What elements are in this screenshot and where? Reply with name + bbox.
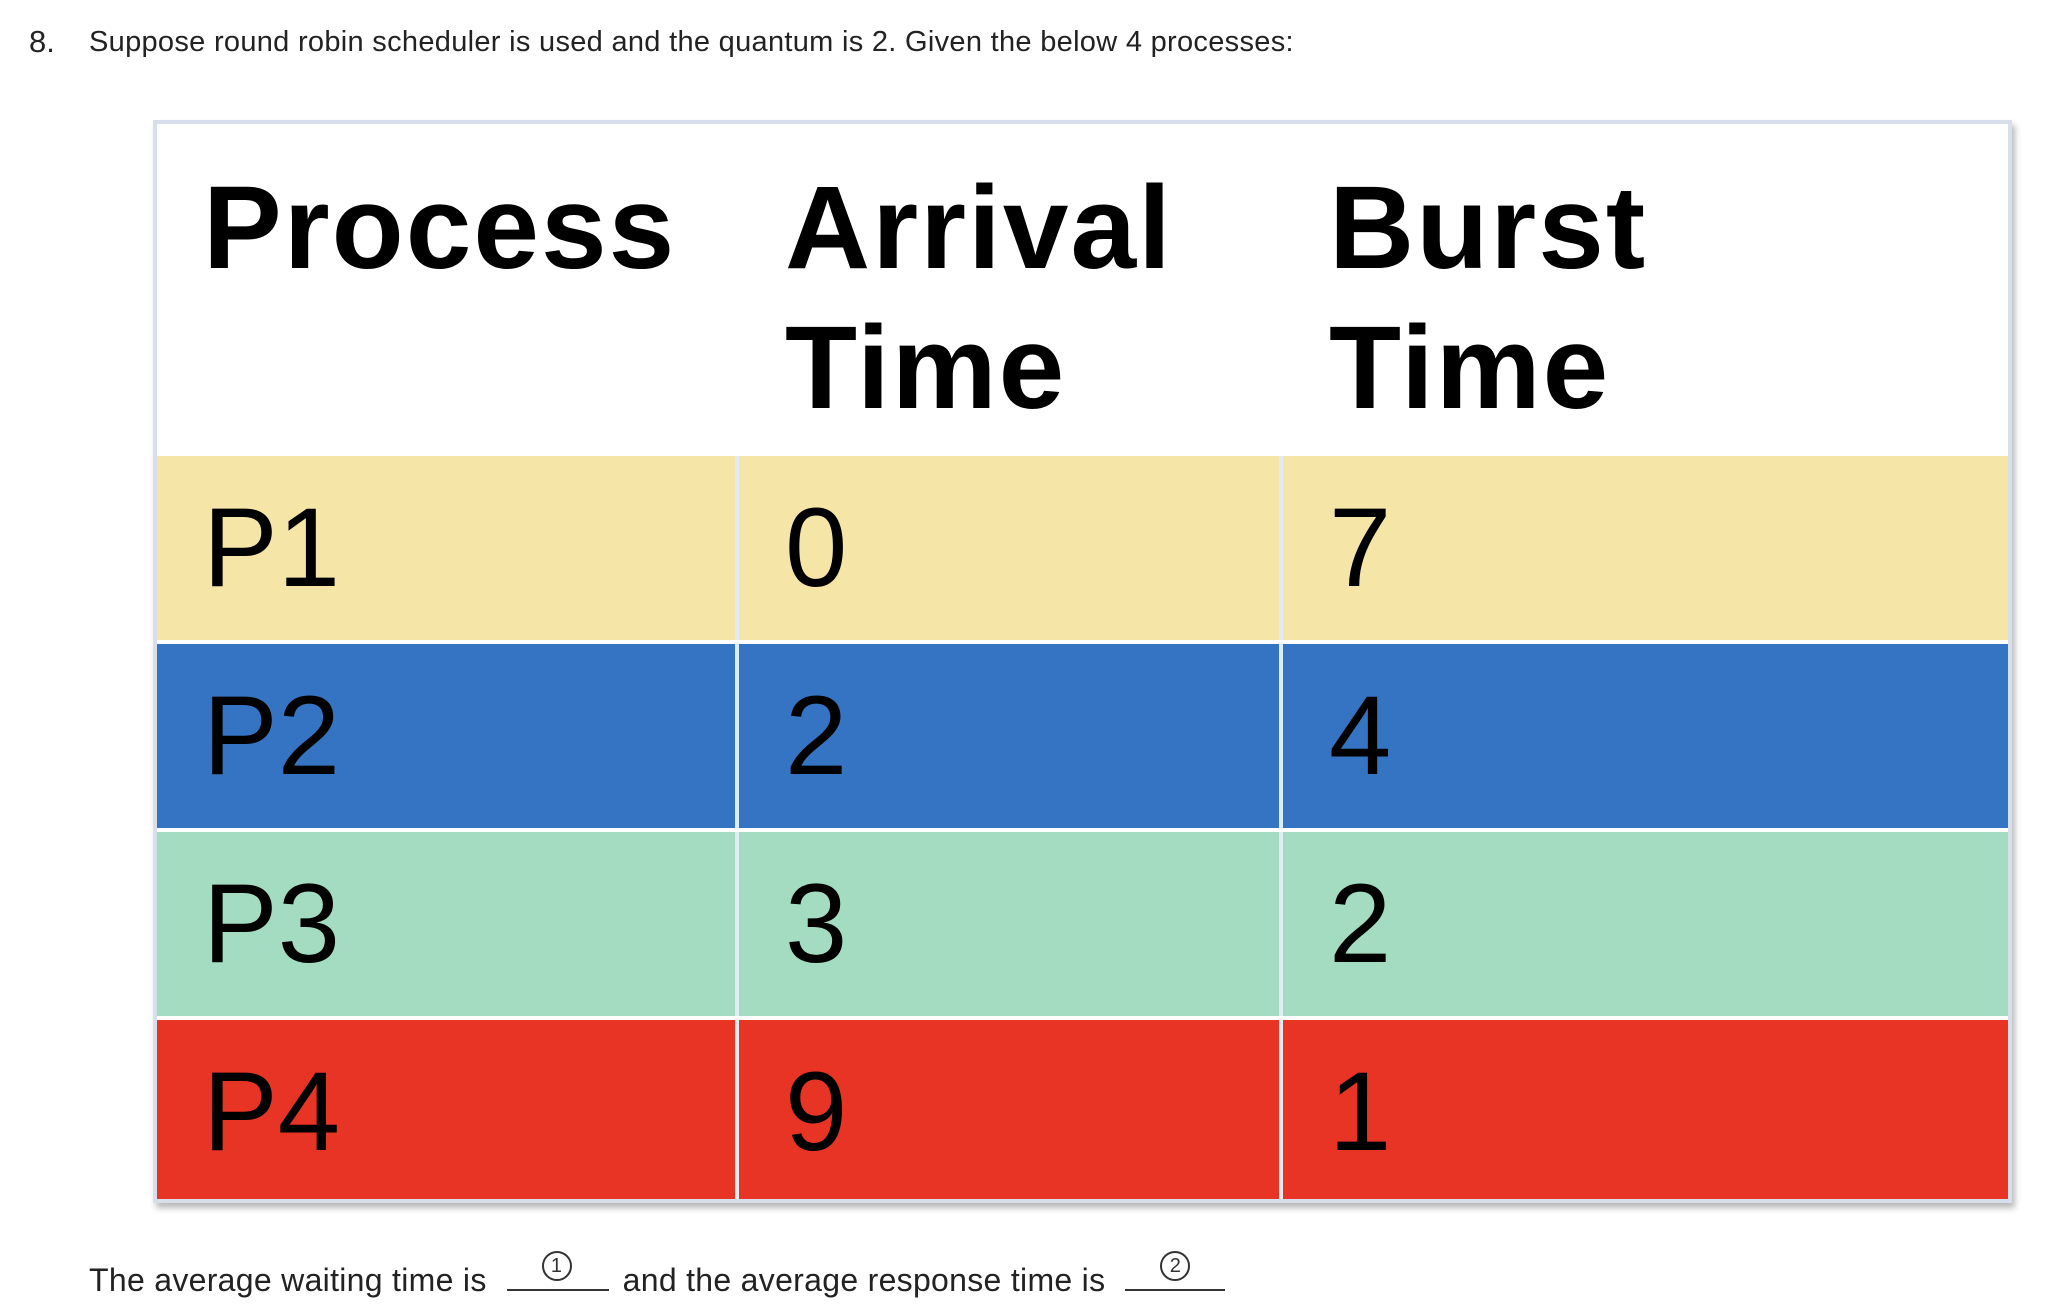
- blank-marker-1: 1: [541, 1251, 572, 1281]
- cell-arrival-time: 3: [739, 832, 1279, 1016]
- header-burst-line1: Burst: [1329, 162, 1648, 294]
- cell-burst-time: 2: [1283, 832, 2008, 1016]
- header-burst-line2: Time: [1329, 302, 1611, 434]
- cell-arrival-time: 2: [739, 644, 1279, 828]
- cell-process: P4: [157, 1020, 735, 1199]
- answer-prefix: The average waiting time is: [89, 1262, 487, 1298]
- table-row: P1 0 7: [157, 456, 2008, 640]
- header-arrival-line2: Time: [785, 302, 1067, 434]
- cell-burst-time: 7: [1283, 456, 2008, 640]
- process-table: Process Arrival Time Burst Time P1 0 7 P…: [153, 120, 2012, 1203]
- table-row: P4 9 1: [157, 1020, 2008, 1199]
- header-burst-time: Burst Time: [1329, 158, 1647, 438]
- header-arrival-time: Arrival Time: [785, 158, 1173, 438]
- table-row: P2 2 4: [157, 644, 2008, 828]
- header-arrival-line1: Arrival: [785, 162, 1173, 294]
- answer-blank-1[interactable]: 1: [506, 1249, 609, 1291]
- cell-process: P3: [157, 832, 735, 1016]
- answer-middle: and the average response time is: [622, 1262, 1106, 1298]
- blank-marker-2: 2: [1160, 1251, 1191, 1281]
- cell-arrival-time: 9: [739, 1020, 1279, 1199]
- cell-process: P2: [157, 644, 735, 828]
- header-process: Process: [203, 162, 677, 294]
- cell-burst-time: 4: [1283, 644, 2008, 828]
- answer-blank-2[interactable]: 2: [1125, 1249, 1226, 1291]
- table-row: P3 3 2: [157, 832, 2008, 1016]
- question-text: Suppose round robin scheduler is used an…: [89, 26, 1294, 58]
- question-number: 8.: [29, 24, 55, 59]
- table-header-row: Process Arrival Time Burst Time: [157, 124, 2008, 456]
- cell-process: P1: [157, 456, 735, 640]
- answer-sentence: The average waiting time is 1 and the aver…: [89, 1249, 1239, 1304]
- cell-burst-time: 1: [1283, 1020, 2008, 1199]
- cell-arrival-time: 0: [739, 456, 1279, 640]
